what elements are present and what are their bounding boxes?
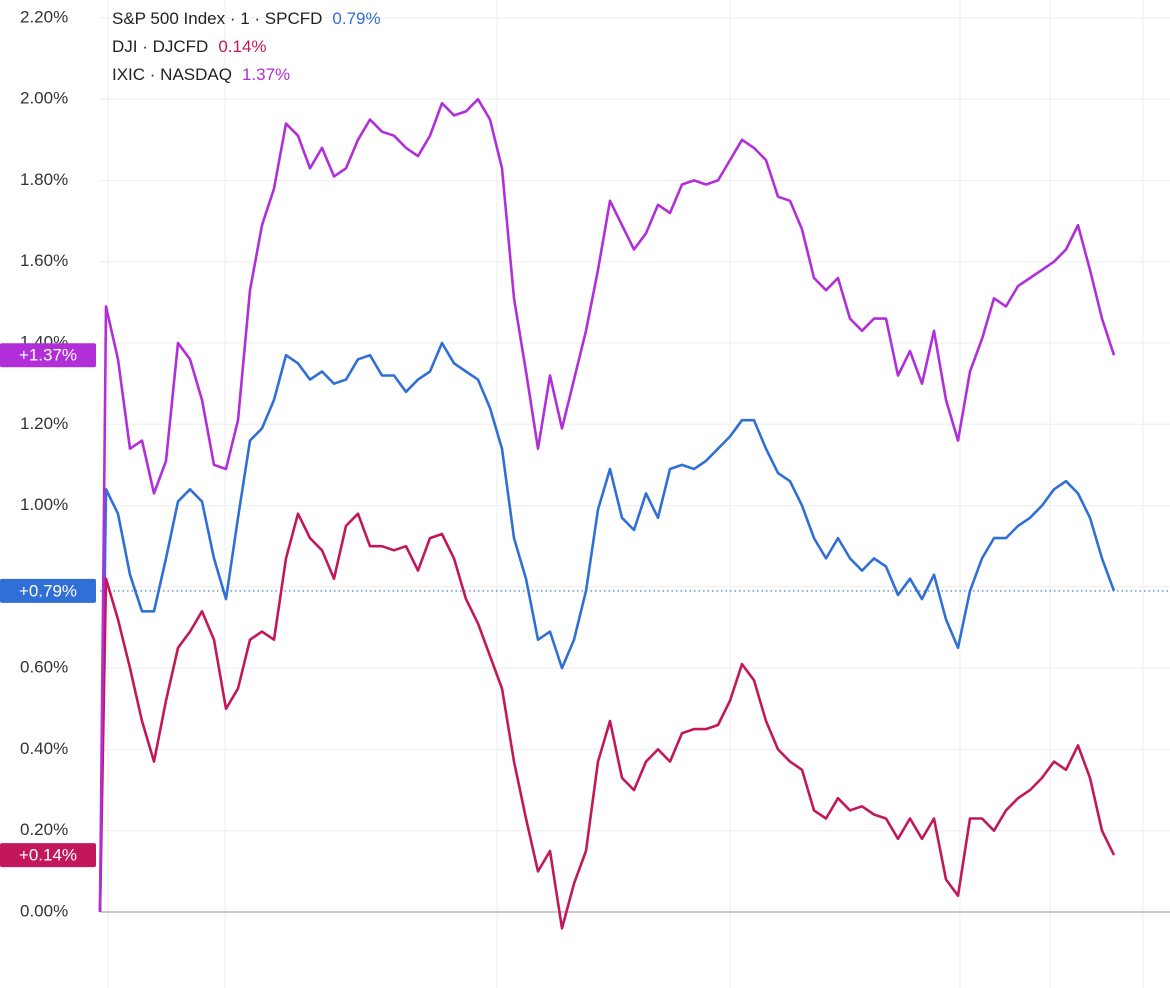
y-tick-label: 1.20% — [20, 414, 68, 433]
badge-label: +0.14% — [19, 846, 77, 865]
value-badge: +0.14% — [0, 843, 96, 868]
legend-entry: DJI · DJCFD 0.14% — [112, 37, 267, 56]
badge-box — [0, 578, 96, 603]
y-tick-label: 0.60% — [20, 658, 68, 677]
y-tick-label: 2.20% — [20, 7, 68, 26]
legend-value: 1.37% — [242, 65, 290, 84]
y-tick-label: 0.20% — [20, 820, 68, 839]
legend-name: DJI · DJCFD — [112, 37, 208, 56]
series-line — [98, 341, 1116, 913]
y-tick-label: 0.40% — [20, 739, 68, 758]
value-badge: +0.79% — [0, 578, 96, 603]
series-line — [98, 97, 1116, 913]
y-tick-label: 1.80% — [20, 170, 68, 189]
y-tick-label: 0.00% — [20, 901, 68, 920]
y-tick-label: 1.00% — [20, 495, 68, 514]
badge-box — [0, 843, 96, 868]
y-tick-label: 2.00% — [20, 89, 68, 108]
legend-entry: IXIC · NASDAQ 1.37% — [112, 65, 290, 84]
vertical-grid — [107, 0, 1144, 988]
badge-box — [0, 343, 96, 368]
badge-label: +1.37% — [19, 346, 77, 365]
badge-label: +0.79% — [19, 581, 77, 600]
legend-name: S&P 500 Index · 1 · SPCFD — [112, 9, 322, 28]
value-badge: +1.37% — [0, 343, 96, 368]
legend-value: 0.79% — [332, 9, 380, 28]
legend-entry: S&P 500 Index · 1 · SPCFD 0.79% — [112, 9, 381, 28]
legend-name: IXIC · NASDAQ — [112, 65, 232, 84]
y-tick-label: 1.60% — [20, 251, 68, 270]
series-line — [98, 512, 1116, 930]
legend-value: 0.14% — [218, 37, 266, 56]
